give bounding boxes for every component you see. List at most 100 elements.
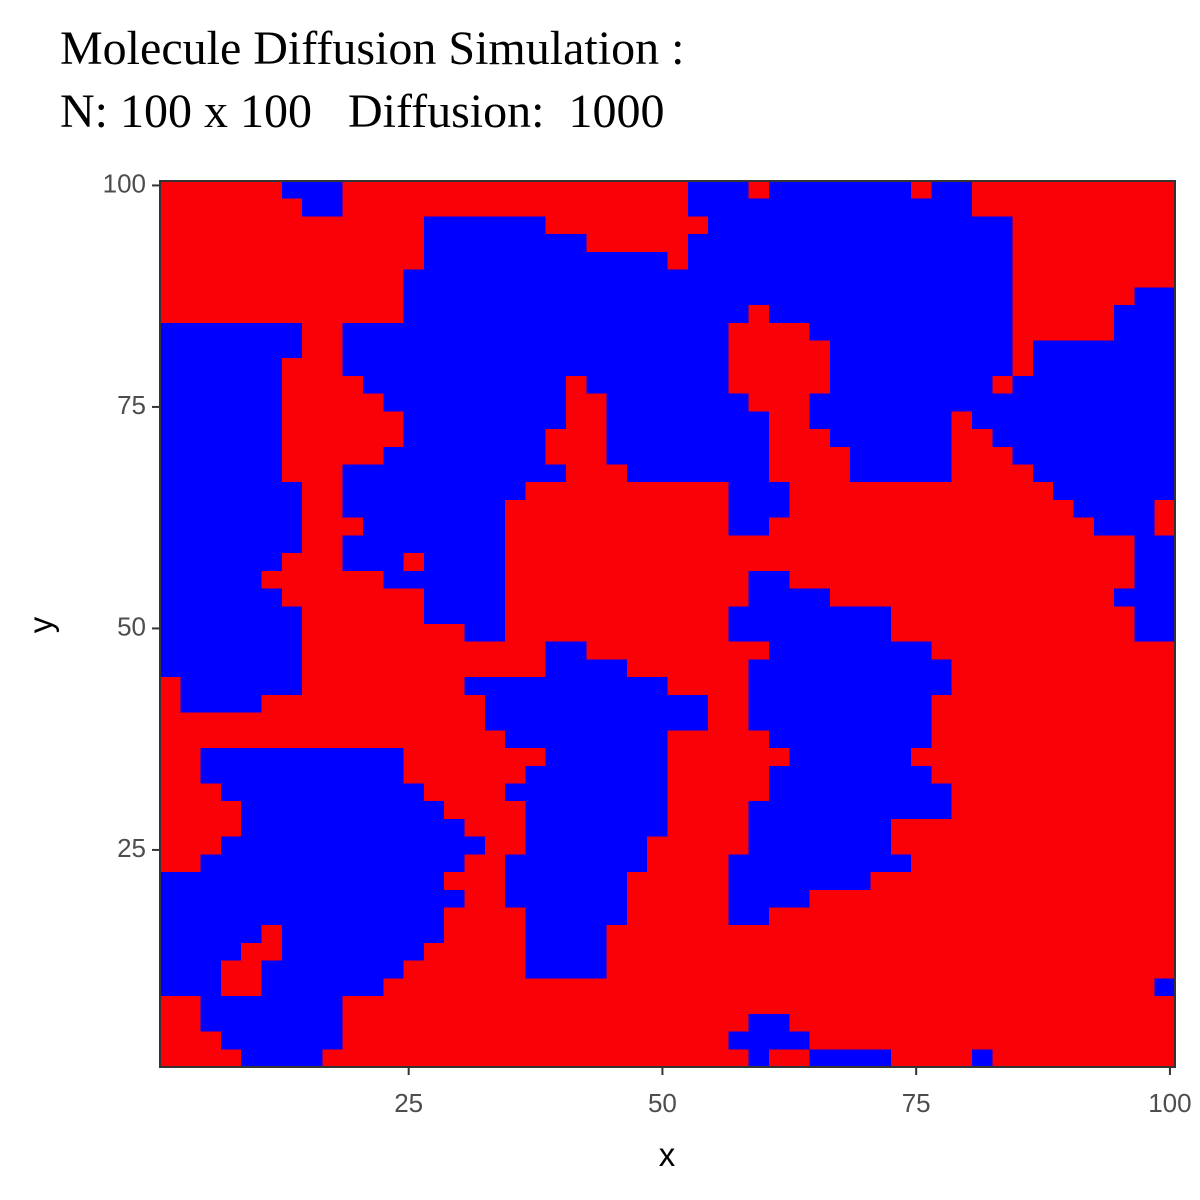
cell: [728, 216, 750, 235]
cell: [890, 694, 912, 714]
cell: [423, 925, 445, 944]
cell: [484, 358, 506, 377]
cell: [890, 978, 912, 997]
cell: [545, 872, 567, 891]
cell: [322, 836, 344, 855]
cell: [972, 783, 993, 802]
cell: [870, 482, 892, 501]
cell: [708, 748, 729, 767]
cell: [180, 464, 202, 483]
cell: [829, 801, 851, 820]
cell: [464, 570, 486, 590]
cell: [220, 730, 242, 749]
cell: [545, 659, 567, 678]
cell: [829, 712, 851, 731]
cell: [444, 358, 466, 377]
cell: [972, 322, 993, 342]
cell: [261, 287, 283, 306]
cell: [403, 517, 425, 536]
cell: [1114, 606, 1135, 625]
cell: [525, 464, 547, 483]
cell: [383, 818, 405, 838]
cell: [261, 677, 283, 696]
cell: [363, 570, 384, 590]
cell: [809, 1013, 831, 1033]
cell: [708, 818, 729, 838]
cell: [383, 251, 405, 271]
cell: [220, 748, 242, 767]
cell: [728, 322, 750, 342]
cell: [951, 535, 973, 554]
cell: [281, 1031, 303, 1050]
cell: [1073, 942, 1095, 962]
cell: [180, 287, 202, 306]
cell: [667, 641, 689, 661]
cell: [180, 553, 202, 572]
cell: [383, 287, 405, 306]
cell: [890, 570, 912, 590]
cell: [525, 234, 547, 253]
cell: [505, 287, 526, 306]
cell: [464, 234, 486, 253]
cell: [566, 765, 587, 785]
cell: [566, 446, 587, 466]
cell: [647, 499, 669, 519]
cell: [992, 570, 1014, 590]
cell: [1032, 499, 1054, 519]
cell: [829, 606, 851, 625]
cell: [586, 411, 608, 430]
cell: [972, 765, 993, 785]
cell: [281, 464, 303, 483]
cell: [931, 783, 953, 802]
cell: [261, 801, 283, 820]
cell: [302, 818, 323, 838]
cell: [748, 606, 770, 625]
cell: [809, 216, 831, 235]
cell: [890, 960, 912, 979]
cell: [931, 818, 953, 838]
cell: [180, 978, 202, 997]
cell: [789, 836, 811, 855]
cell: [606, 659, 628, 678]
cell: [789, 482, 811, 501]
cell: [870, 1049, 892, 1068]
cell: [566, 1049, 587, 1068]
cell: [1053, 624, 1075, 643]
cell: [728, 198, 750, 218]
cell: [728, 482, 750, 501]
cell: [464, 836, 486, 855]
cell: [241, 624, 263, 643]
cell: [160, 1013, 181, 1033]
cell: [261, 305, 283, 324]
cell: [1073, 1013, 1095, 1033]
cell: [972, 712, 993, 731]
cell: [667, 872, 689, 891]
cell: [972, 482, 993, 501]
cell: [505, 588, 526, 607]
cell: [992, 1049, 1014, 1068]
cell: [748, 907, 770, 926]
cell: [972, 553, 993, 572]
cell: [464, 535, 486, 554]
cell: [525, 411, 547, 430]
cell: [200, 269, 222, 288]
cell: [363, 996, 384, 1015]
cell: [992, 517, 1014, 536]
cell: [870, 996, 892, 1015]
cell: [525, 854, 547, 873]
cell: [444, 216, 466, 235]
cell: [261, 1013, 283, 1033]
cell: [423, 553, 445, 572]
cell: [1114, 340, 1135, 359]
cell: [687, 393, 709, 412]
cell: [647, 694, 669, 714]
cell: [1093, 1031, 1115, 1050]
cell: [769, 712, 790, 731]
cell: [200, 624, 222, 643]
cell: [281, 393, 303, 412]
cell: [870, 499, 892, 519]
cell: [1093, 535, 1115, 554]
cell: [789, 234, 811, 253]
cell: [728, 269, 750, 288]
cell: [606, 234, 628, 253]
